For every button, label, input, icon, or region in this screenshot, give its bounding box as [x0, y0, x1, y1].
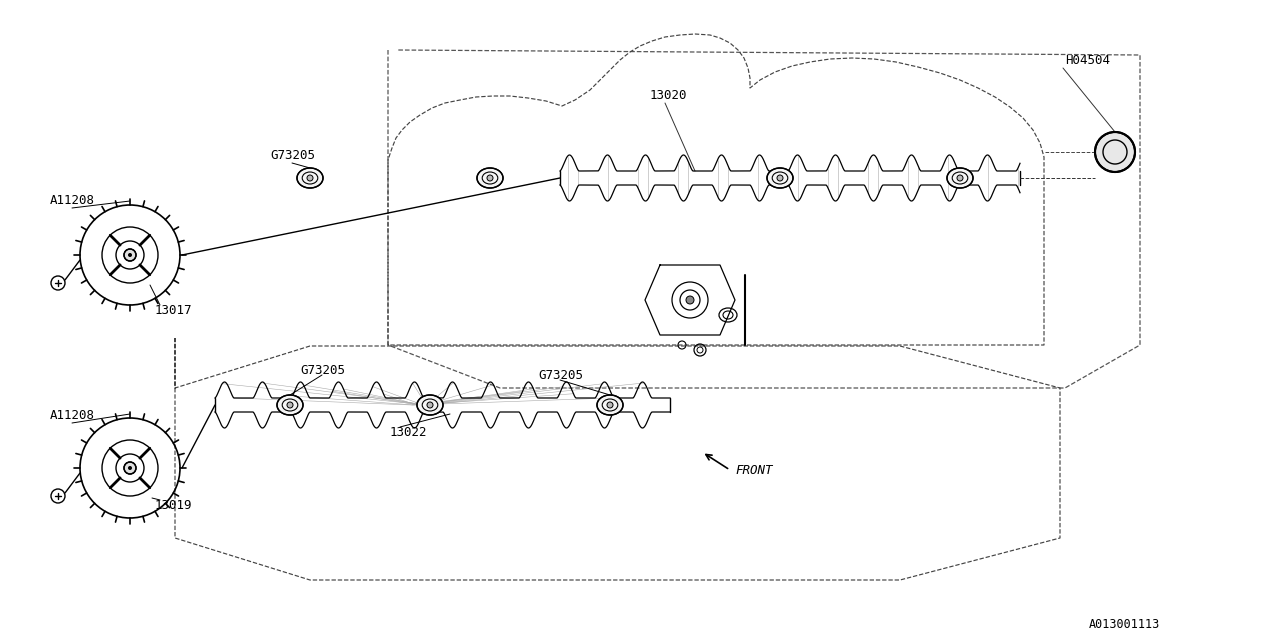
- Text: G73205: G73205: [270, 148, 315, 161]
- Circle shape: [428, 402, 433, 408]
- Text: A11208: A11208: [50, 193, 95, 207]
- Circle shape: [486, 175, 493, 181]
- Circle shape: [287, 402, 293, 408]
- Circle shape: [124, 249, 136, 261]
- Text: FRONT: FRONT: [735, 463, 773, 477]
- Text: A11208: A11208: [50, 408, 95, 422]
- Circle shape: [686, 296, 694, 304]
- Text: 13022: 13022: [390, 426, 428, 438]
- Ellipse shape: [947, 168, 973, 188]
- Circle shape: [607, 402, 613, 408]
- Ellipse shape: [297, 168, 323, 188]
- Circle shape: [1094, 132, 1135, 172]
- Circle shape: [777, 175, 783, 181]
- Circle shape: [128, 253, 132, 257]
- Text: A013001113: A013001113: [1089, 618, 1160, 632]
- Text: 13020: 13020: [650, 88, 687, 102]
- Ellipse shape: [417, 395, 443, 415]
- Ellipse shape: [276, 395, 303, 415]
- Text: G73205: G73205: [300, 364, 346, 376]
- Ellipse shape: [596, 395, 623, 415]
- Ellipse shape: [767, 168, 794, 188]
- Circle shape: [307, 175, 314, 181]
- Text: 13017: 13017: [155, 303, 192, 317]
- Circle shape: [124, 462, 136, 474]
- Text: G73205: G73205: [538, 369, 582, 381]
- Text: 13019: 13019: [155, 499, 192, 511]
- Circle shape: [957, 175, 963, 181]
- Ellipse shape: [477, 168, 503, 188]
- Text: H04504: H04504: [1065, 54, 1110, 67]
- Circle shape: [128, 466, 132, 470]
